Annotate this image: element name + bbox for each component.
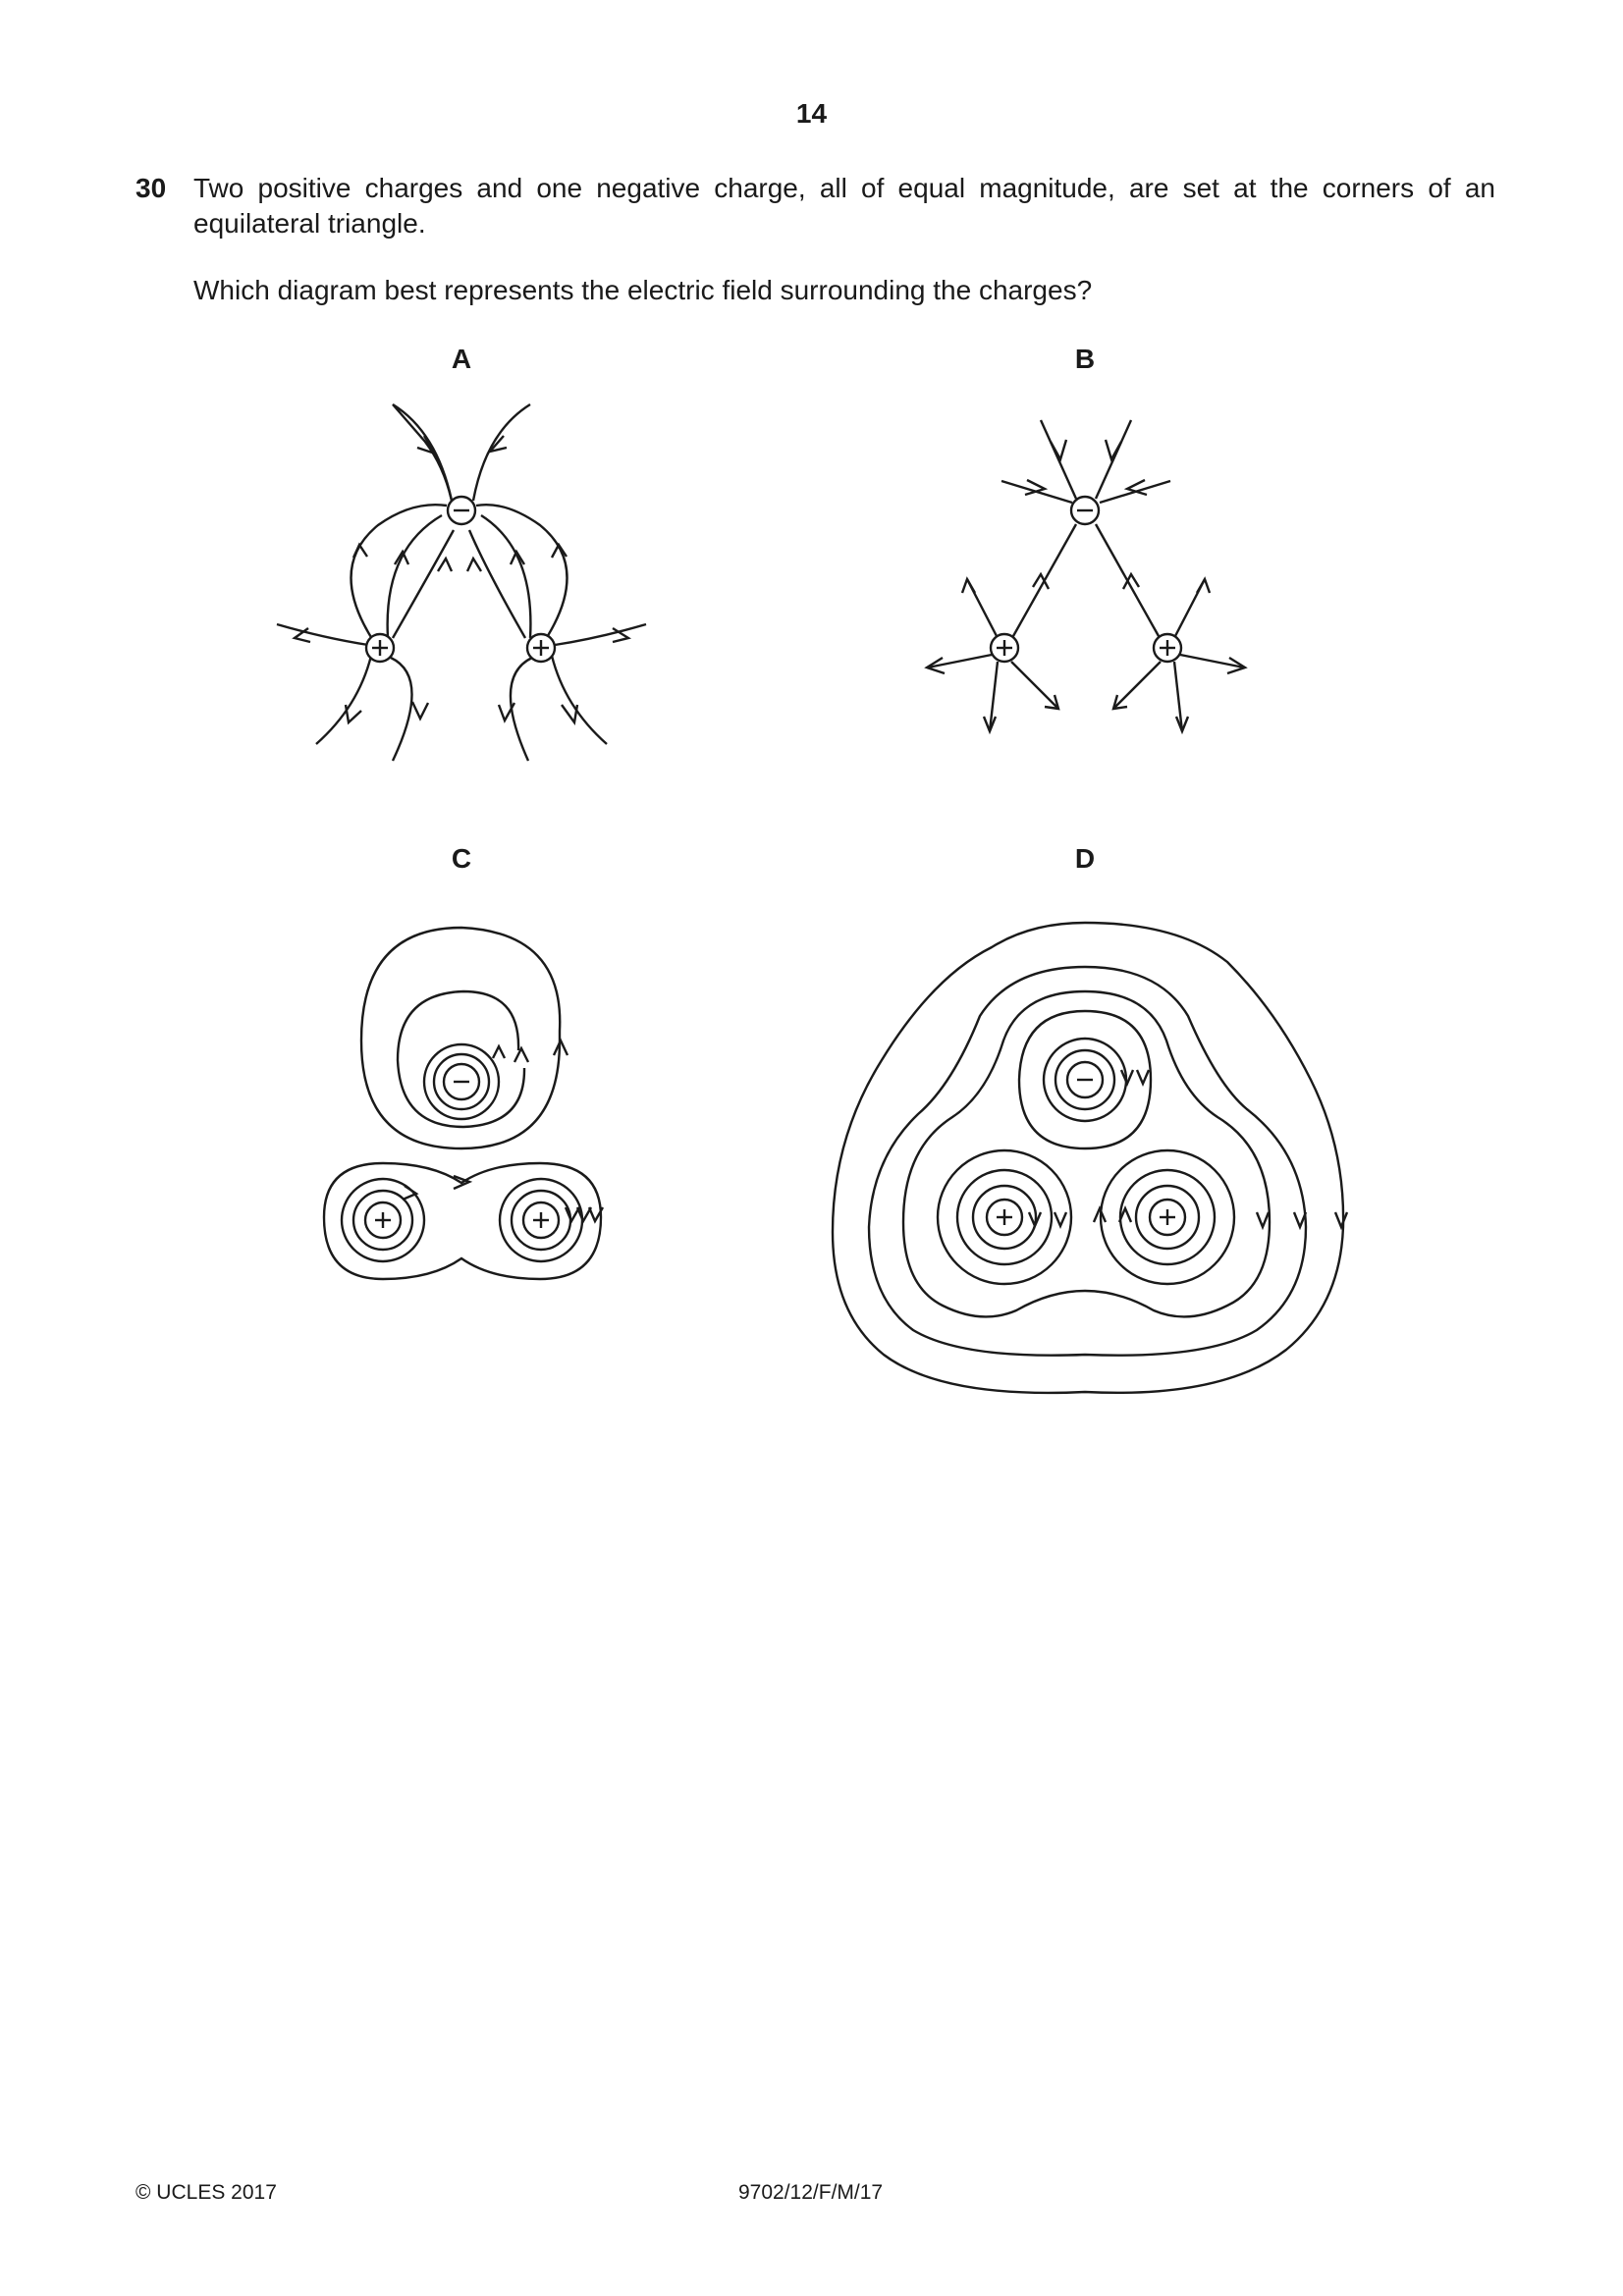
question-number: 30 (135, 173, 167, 203)
diagram-a-field-line (550, 655, 608, 745)
question-text: Two positive charges and one negative ch… (193, 173, 1495, 239)
diagram-a-field-line (467, 529, 527, 639)
diagram-b-arrowhead (1226, 656, 1248, 675)
diagram-a-arrowhead (550, 542, 568, 559)
diagram-a-arrowhead (352, 542, 368, 559)
diagram-b-arrowhead (1121, 571, 1141, 590)
diagram-b-arrowhead (1044, 694, 1060, 711)
diagram-a-arrowhead (612, 626, 632, 644)
diagram-b-arrowhead (1111, 694, 1128, 711)
diagram-b-arrowhead (924, 656, 946, 675)
diagram-a-field-line (386, 513, 443, 639)
diagram-d-field-line (831, 921, 1345, 1395)
diagram-b-arrowhead (960, 576, 977, 594)
diagram-a-arrowhead (497, 702, 516, 723)
diagram-b-arrowhead (1195, 576, 1212, 594)
diagram-b-arrowhead (982, 716, 998, 735)
diagram-d-arrowhead (1333, 1211, 1349, 1231)
diagram-a-field-line (509, 656, 533, 762)
diagram-d-arrowhead (1119, 1069, 1135, 1088)
diagram-a-field-line (475, 504, 568, 649)
diagram-b (924, 419, 1248, 735)
diagram-d-field-line (1017, 1009, 1153, 1150)
page-number: 14 (795, 98, 828, 129)
diagram-a-arrowhead (486, 435, 508, 454)
diagram-c (322, 926, 605, 1281)
diagram-a-field-line (392, 402, 454, 502)
diagram-d-field-line (901, 989, 1271, 1318)
diagram-c-arrowhead (453, 1174, 473, 1191)
diagram-c-arrowhead (575, 1206, 593, 1224)
diagram-b-arrowhead (1024, 478, 1049, 497)
diagram-b-arrowhead (1031, 571, 1051, 590)
diagram-c-field-line (359, 926, 562, 1150)
diagram-a-arrowhead (465, 556, 483, 572)
diagram-d-field-line (867, 965, 1308, 1357)
diagram-a-field-line (350, 504, 448, 649)
diagram-c-arrowhead (402, 1185, 419, 1201)
diagram-d-arrowhead (1027, 1211, 1043, 1230)
option-a-label: A (451, 344, 472, 374)
diagram-d (831, 921, 1349, 1395)
diagram-d-arrowhead (1117, 1204, 1133, 1223)
diagram-a-arrowhead (292, 627, 311, 644)
diagram-c-arrowhead (564, 1206, 581, 1224)
diagram-a-field-line (276, 622, 369, 647)
diagram-a-field-line (390, 656, 413, 762)
option-d-label: D (1074, 843, 1096, 874)
diagram-d-arrowhead (1092, 1204, 1108, 1223)
diagram-d-arrowhead (1255, 1211, 1271, 1231)
diagram-a-arrowhead (416, 435, 438, 456)
diagram-a-arrowhead (393, 549, 410, 565)
diagram-a-arrowhead (509, 549, 526, 565)
diagram-d-arrowhead (1292, 1211, 1308, 1231)
diagram-b-arrowhead (1104, 439, 1123, 463)
diagram-a-arrowhead (561, 704, 579, 726)
diagram-c-arrowhead (513, 1045, 530, 1063)
diagram-c-field-line (322, 1161, 603, 1281)
diagram-a-field-line (471, 402, 531, 502)
diagram-a-arrowhead (344, 704, 362, 725)
diagram-c-arrowhead (587, 1206, 605, 1224)
option-b-label: B (1074, 344, 1096, 374)
diagram-a-field-line (554, 622, 647, 647)
diagram-d-arrowhead (1053, 1211, 1068, 1230)
diagram-c-arrowhead (552, 1038, 569, 1056)
diagram-a-arrowhead (436, 556, 454, 572)
diagram-b-arrowhead (1123, 478, 1148, 497)
diagram-c-arrowhead (491, 1043, 507, 1059)
diagram-a-field-line (315, 655, 373, 745)
diagram-a-field-line (392, 403, 454, 502)
footer-paper-code: 9702/12/F/M/17 (738, 2181, 884, 2204)
diagram-c-field-line (396, 989, 526, 1129)
diagram-a (276, 402, 647, 762)
diagram-b-arrowhead (1174, 716, 1190, 735)
diagram-a-field-line (391, 529, 456, 639)
option-c-label: C (451, 843, 472, 874)
question-prompt: Which diagram best represents the electr… (193, 275, 1093, 305)
diagram-a-field-line (480, 513, 532, 639)
diagram-b-arrowhead (1049, 439, 1068, 463)
diagram-d-arrowhead (1135, 1069, 1151, 1088)
footer-copyright: © UCLES 2017 (135, 2181, 277, 2204)
diagram-a-arrowhead (410, 701, 430, 721)
